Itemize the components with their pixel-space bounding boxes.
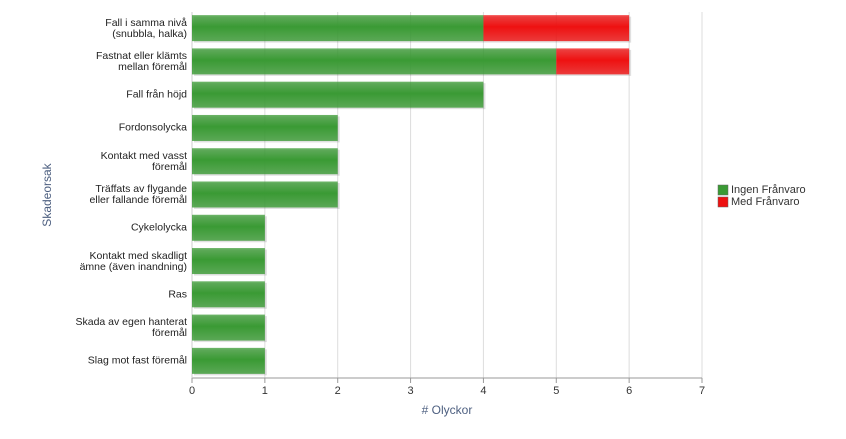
legend-label: Ingen Frånvaro	[731, 184, 806, 196]
y-tick-label: Fastnat eller klämts mellan föremål	[95, 49, 187, 73]
bar	[192, 281, 265, 308]
y-tick-label: Cykelolycka	[130, 221, 187, 234]
bar	[192, 214, 265, 241]
bar	[192, 248, 265, 275]
bar	[556, 48, 630, 75]
x-tick-label: 0	[189, 385, 195, 397]
bar	[192, 347, 265, 374]
bar	[192, 181, 338, 208]
x-tick-label: 6	[626, 385, 632, 397]
x-tick-label: 3	[408, 385, 414, 397]
legend-swatch	[717, 184, 729, 196]
x-tick-label: 1	[262, 385, 268, 397]
bar	[483, 15, 630, 42]
x-tick-label: 4	[480, 385, 486, 397]
x-axis-title: # Olyckor	[422, 403, 473, 417]
bar	[192, 114, 338, 141]
y-tick-label: Slag mot fast föremål	[87, 354, 187, 367]
legend-label: Med Frånvaro	[731, 196, 799, 208]
bar	[192, 48, 557, 75]
bar	[192, 81, 484, 108]
x-tick-label: 5	[553, 385, 559, 397]
x-tick-label: 2	[335, 385, 341, 397]
y-tick-label: Kontakt med skadligt ämne (även inandnin…	[79, 249, 187, 273]
y-tick-label: Ras	[168, 288, 187, 301]
y-tick-label: Skada av egen hanterat föremål	[75, 316, 187, 340]
y-tick-label: Träffats av flygande eller fallande före…	[89, 183, 187, 206]
x-tick-label: 7	[699, 385, 705, 397]
y-tick-label: Fall i samma nivå (snubbla, halka)	[105, 16, 187, 40]
y-tick-label: Kontakt med vasst föremål	[100, 149, 187, 173]
bar	[192, 314, 265, 341]
y-tick-label: Fordonsolycka	[118, 121, 187, 134]
y-tick-label: Fall från höjd	[126, 88, 187, 101]
bar	[192, 15, 484, 42]
y-axis-title: Skadeorsak	[40, 162, 54, 226]
legend-swatch	[717, 196, 729, 208]
bar	[192, 148, 338, 175]
